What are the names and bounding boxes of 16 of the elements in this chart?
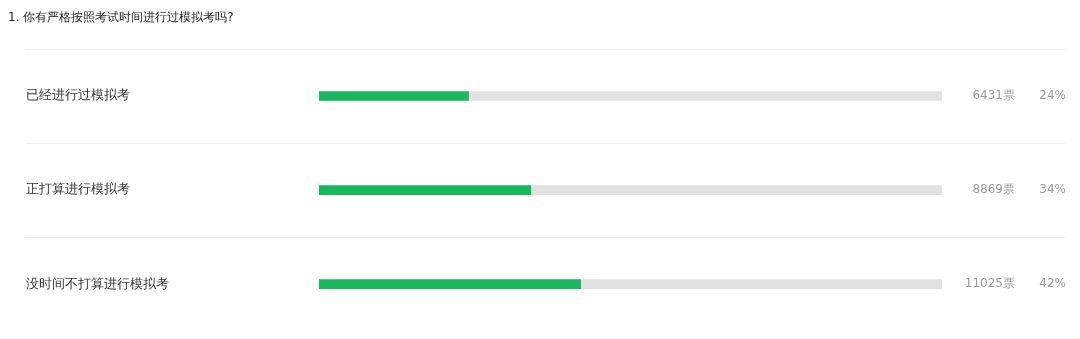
bar bbox=[319, 185, 532, 195]
bar bbox=[530, 185, 942, 195]
data-label: 34% bbox=[1039, 182, 1066, 197]
y-tick-label: 正打算进行模拟考 bbox=[26, 181, 130, 197]
bar bbox=[319, 279, 581, 289]
bar bbox=[468, 91, 942, 101]
y-tick-label: 没时间不打算进行模拟考 bbox=[26, 275, 169, 291]
text: 1. 你有严格按照考试时间进行过模拟考吗? bbox=[8, 9, 234, 26]
data-label: 42% bbox=[1039, 276, 1066, 291]
bar bbox=[319, 91, 469, 101]
data-label: 24% bbox=[1039, 88, 1066, 103]
bar bbox=[580, 279, 942, 289]
y-tick-label: 已经进行过模拟考 bbox=[26, 87, 130, 103]
text: 8869票 bbox=[972, 182, 1015, 197]
text: 11025票 bbox=[964, 276, 1015, 291]
text: 6431票 bbox=[972, 88, 1015, 103]
